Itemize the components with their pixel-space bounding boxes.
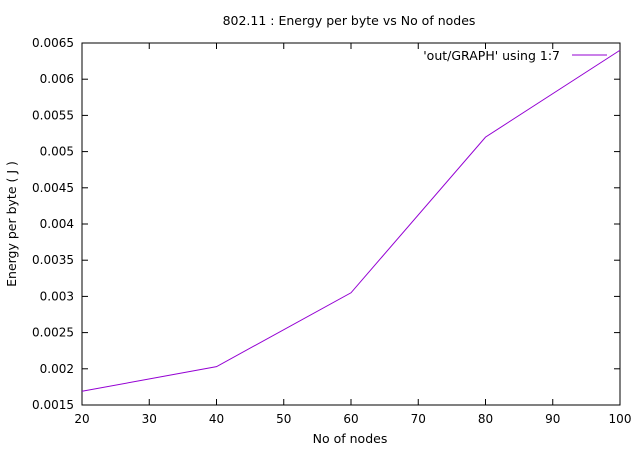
y-tick-label: 0.006 xyxy=(40,72,74,86)
y-tick-label: 0.0035 xyxy=(32,253,74,267)
y-tick-label: 0.0015 xyxy=(32,398,74,412)
legend: 'out/GRAPH' using 1:7 xyxy=(423,48,607,63)
y-tick-label: 0.005 xyxy=(40,145,74,159)
legend-label: 'out/GRAPH' using 1:7 xyxy=(423,48,560,63)
y-tick-label: 0.0025 xyxy=(32,326,74,340)
x-axis: 20 30 40 50 60 70 80 90 100 xyxy=(74,43,631,426)
y-tick-label: 0.004 xyxy=(40,217,74,231)
x-tick-label: 70 xyxy=(411,412,426,426)
x-axis-label: No of nodes xyxy=(313,431,388,446)
x-tick-label: 50 xyxy=(276,412,291,426)
chart-title: 802.11 : Energy per byte vs No of nodes xyxy=(223,13,476,28)
x-tick-label: 60 xyxy=(343,412,358,426)
x-tick-label: 90 xyxy=(545,412,560,426)
y-axis: 0.0015 0.002 0.0025 0.003 0.0035 0.004 0.0045 0… xyxy=(32,36,620,412)
y-axis-label: Energy per byte ( J ) xyxy=(4,161,19,287)
x-tick-label: 100 xyxy=(609,412,632,426)
y-tick-label: 0.002 xyxy=(40,362,74,376)
x-tick-label: 20 xyxy=(74,412,89,426)
x-tick-label: 30 xyxy=(142,412,157,426)
y-tick-label: 0.0045 xyxy=(32,181,74,195)
y-tick-label: 0.0065 xyxy=(32,36,74,50)
series-layer xyxy=(81,49,621,392)
y-tick-label: 0.003 xyxy=(40,289,74,303)
x-tick-label: 40 xyxy=(209,412,224,426)
plot-border xyxy=(81,42,621,406)
y-tick-label: 0.0055 xyxy=(32,108,74,122)
series-line-0 xyxy=(81,49,621,392)
x-tick-label: 80 xyxy=(478,412,493,426)
